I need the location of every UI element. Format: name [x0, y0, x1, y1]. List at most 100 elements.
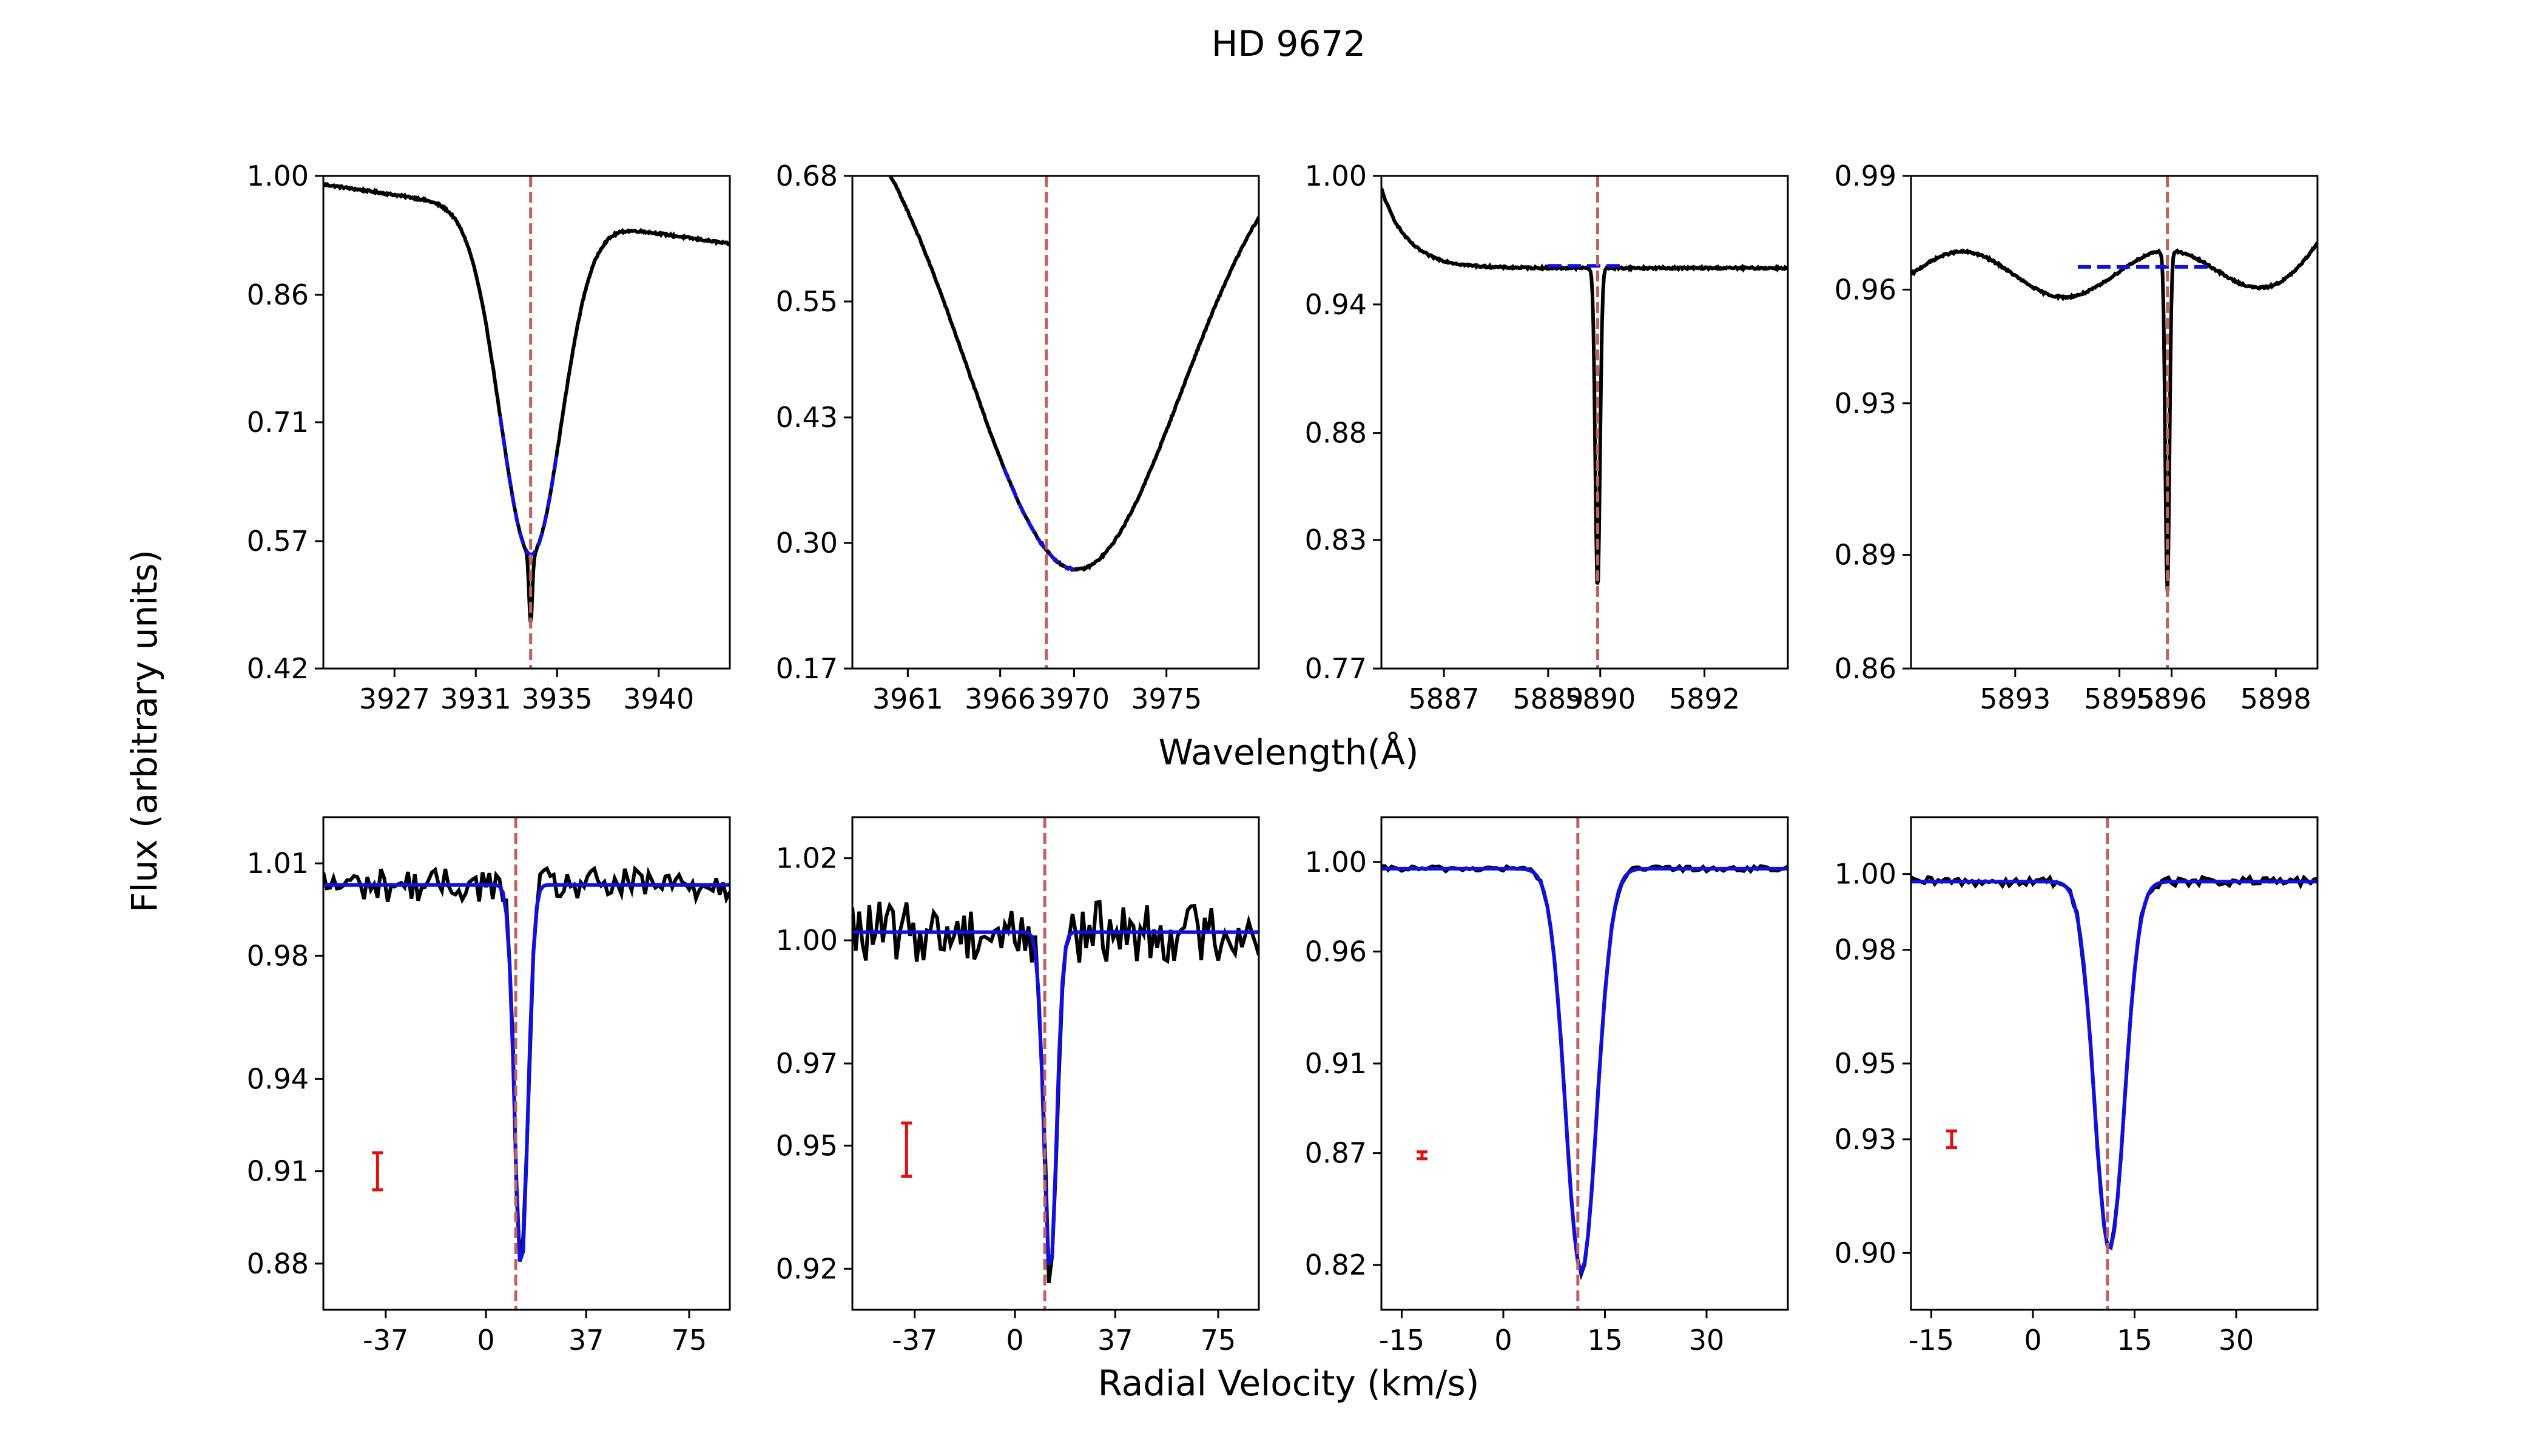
y-tick-label: 0.96 [1835, 273, 1896, 306]
y-tick-label: 0.94 [247, 1062, 309, 1095]
x-tick-label: 37 [1097, 1324, 1133, 1357]
y-tick-label: 0.97 [776, 1047, 838, 1080]
x-tick-label: 3927 [359, 682, 430, 715]
panel-frame [852, 176, 1259, 669]
y-tick-label: 0.96 [1305, 935, 1367, 968]
panel-frame [1911, 176, 2317, 669]
x-tick-label: 0 [1006, 1324, 1023, 1357]
observed-line [1381, 188, 1788, 584]
y-tick-label: 0.90 [1835, 1236, 1896, 1269]
x-tick-label: -37 [363, 1324, 408, 1357]
model-line [1911, 881, 2317, 1247]
y-tick-label: 0.98 [1835, 934, 1896, 966]
panel-frame [323, 176, 730, 669]
plot-area [1911, 817, 2317, 1310]
model-line [1004, 468, 1074, 570]
y-tick-label: 0.57 [247, 525, 309, 558]
y-tick-label: 0.93 [1835, 387, 1896, 420]
y-tick-label: 0.68 [776, 160, 838, 192]
y-tick-label: 1.01 [247, 847, 309, 880]
plot-area [323, 176, 730, 669]
x-axis-label-wavelength: Wavelength(Å) [1159, 731, 1419, 773]
y-tick-label: 0.88 [247, 1247, 309, 1280]
x-tick-label: 5898 [2240, 682, 2311, 715]
y-tick-label: 0.98 [247, 939, 309, 972]
error-bar [901, 1123, 912, 1176]
x-tick-label: 3970 [1039, 682, 1110, 715]
y-tick-label: 0.87 [1305, 1137, 1367, 1170]
x-axis-label-radial-velocity: Radial Velocity (km/s) [1098, 1363, 1480, 1404]
y-tick-label: 0.95 [776, 1129, 838, 1162]
figure-title: HD 9672 [1212, 23, 1366, 64]
panel-bottom-1: -37 0 37 75 0.88 0.91 0.94 0.98 1.01 [247, 817, 730, 1357]
y-tick-label: 0.91 [247, 1155, 309, 1188]
y-tick-label: 0.71 [247, 406, 309, 439]
panel-top-2: 3961 3966 3970 3975 0.17 0.30 0.43 0.55 0.68 [776, 116, 1259, 715]
plot-area [1381, 176, 1788, 669]
x-tick-label: -37 [892, 1324, 937, 1357]
error-bar [372, 1153, 383, 1190]
x-tick-label: 5890 [1565, 682, 1636, 715]
x-tick-label: 0 [2024, 1324, 2041, 1357]
x-tick-label: 5892 [1669, 682, 1740, 715]
model-line [500, 416, 557, 554]
x-tick-label: 3966 [965, 682, 1036, 715]
model-line [1381, 869, 1788, 1272]
panel-frame [1381, 176, 1788, 669]
x-tick-label: -15 [1909, 1324, 1954, 1357]
y-tick-label: 0.99 [1835, 160, 1896, 192]
observed-line [852, 116, 1259, 570]
x-tick-label: 15 [2117, 1324, 2152, 1357]
x-tick-label: 75 [672, 1324, 707, 1357]
x-tick-label: -15 [1379, 1324, 1424, 1357]
panel-bottom-3: -15 0 15 300.820.870.910.961.00 [1305, 817, 1788, 1357]
x-tick-label: 37 [568, 1324, 604, 1357]
y-tick-label: 1.00 [1305, 160, 1367, 192]
plot-area [1911, 176, 2317, 669]
y-axis-label-flux: Flux (arbitrary units) [124, 550, 165, 912]
x-tick-label: 3961 [872, 682, 943, 715]
y-tick-label: 0.93 [1835, 1123, 1896, 1156]
y-tick-label: 0.91 [1305, 1047, 1367, 1080]
observed-line [852, 902, 1259, 1283]
spectra-figure: HD 9672 Wavelength(Å) Radial Velocity (k… [0, 0, 2548, 1456]
y-tick-label: 1.00 [776, 924, 838, 957]
x-tick-label: 30 [2219, 1324, 2254, 1357]
x-tick-label: 0 [477, 1324, 494, 1357]
x-tick-label: 15 [1587, 1324, 1623, 1357]
y-tick-label: 0.95 [1835, 1047, 1896, 1080]
panel-bottom-2: -37 0 37 750.920.950.971.001.02 [776, 817, 1259, 1357]
observed-line [1911, 877, 2317, 1246]
y-tick-label: 1.00 [1835, 858, 1896, 891]
y-tick-label: 1.00 [1305, 846, 1367, 878]
x-tick-label: 75 [1201, 1324, 1236, 1357]
error-bar [1417, 1152, 1427, 1159]
x-tick-label: 0 [1494, 1324, 1512, 1357]
y-tick-label: 0.55 [776, 285, 838, 318]
error-bar [1946, 1131, 1957, 1147]
panel-bottom-4: -15 0 15 30 0.90 0.93 0.95 0.98 1.00 [1835, 817, 2317, 1357]
x-tick-label: 3940 [623, 682, 694, 715]
y-tick-label: 0.89 [1835, 539, 1896, 571]
y-tick-label: 0.82 [1305, 1249, 1367, 1281]
y-tick-label: 0.86 [247, 278, 309, 311]
x-tick-label: 3975 [1131, 682, 1202, 715]
x-tick-label: 5893 [1980, 682, 2051, 715]
plot-area [852, 116, 1259, 669]
model-line [323, 885, 730, 1262]
x-tick-label: 3931 [440, 682, 511, 715]
plot-area [1381, 817, 1788, 1310]
y-tick-label: 0.77 [1305, 652, 1367, 685]
observed-line [323, 184, 730, 622]
x-tick-label: 5887 [1409, 682, 1480, 715]
panel-top-1: 3927 3931 3935 3940 0.42 0.57 0.71 0.86 1.00 [247, 160, 730, 715]
y-tick-label: 0.17 [776, 652, 838, 685]
observed-line [1911, 242, 2317, 592]
x-tick-label: 5896 [2136, 682, 2207, 715]
y-tick-label: 0.83 [1305, 524, 1367, 556]
y-tick-label: 0.86 [1835, 652, 1896, 685]
y-tick-label: 0.43 [776, 401, 838, 434]
x-tick-label: 3935 [522, 682, 593, 715]
